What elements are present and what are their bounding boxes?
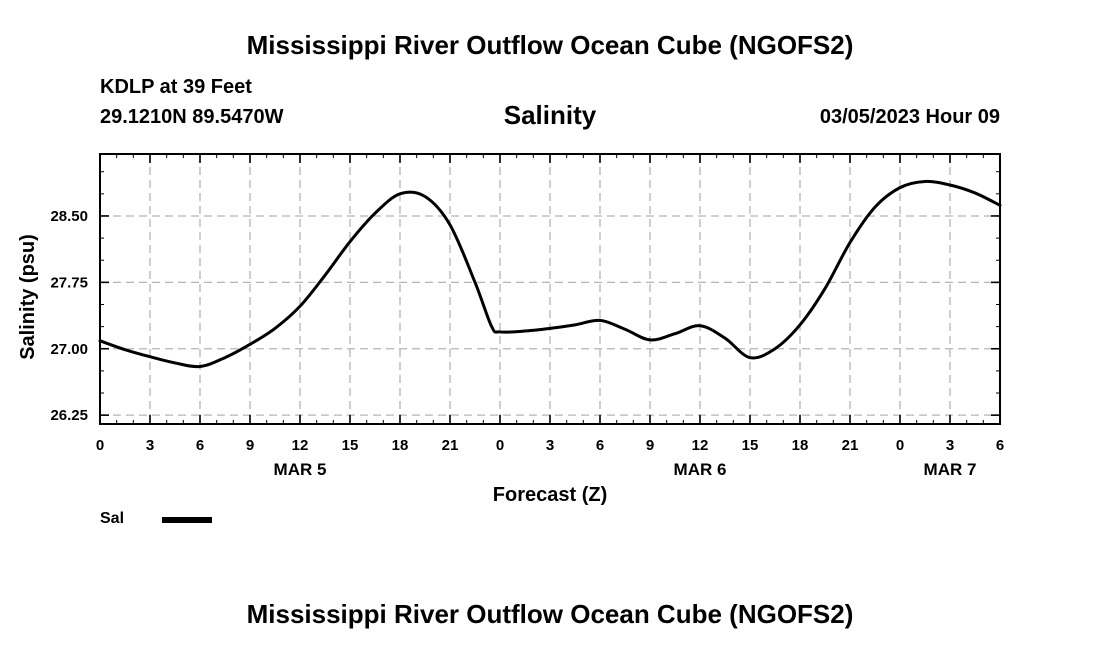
plot-frame [99, 153, 1001, 425]
x-tick-label: 6 [196, 437, 204, 454]
chart-main-title: Mississippi River Outflow Ocean Cube (NG… [246, 30, 854, 60]
x-tick-label: 3 [146, 437, 154, 454]
x-tick-label: 9 [646, 437, 654, 454]
x-tick-label: 21 [842, 437, 859, 454]
x-tick-label: 3 [946, 437, 954, 454]
x-tick-label: 9 [246, 437, 254, 454]
x-tick-label: 0 [96, 437, 104, 454]
series-line-sal [98, 179, 1002, 369]
x-day-label: MAR 5 [274, 460, 327, 479]
tick-labels: 0 3 6 9 12 15 18 21 0 3 6 9 12 15 18 21 0 3 6 MAR 5 MAR 6 MAR… [50, 208, 1004, 479]
x-tick-label: 0 [496, 437, 504, 454]
x-axis-title: Forecast (Z) [493, 484, 607, 506]
y-axis-title: Salinity (psu) [17, 234, 39, 360]
legend-label: Sal [100, 510, 125, 527]
forecast-datetime: 03/05/2023 Hour 09 [819, 106, 1000, 128]
x-tick-label: 3 [546, 437, 554, 454]
x-day-label: MAR 6 [674, 460, 727, 479]
x-tick-label: 12 [292, 437, 309, 454]
y-tick-label: 27.75 [50, 274, 88, 291]
series-layer [98, 179, 1002, 369]
grid-lines [100, 154, 1000, 424]
footer-title: Mississippi River Outflow Ocean Cube (NG… [246, 599, 854, 629]
y-tick-label: 26.25 [50, 407, 88, 424]
y-tick-label: 27.00 [50, 341, 88, 358]
station-label: KDLP at 39 Feet [100, 76, 252, 98]
x-tick-label: 12 [692, 437, 709, 454]
y-tick-label: 28.50 [50, 208, 88, 225]
x-tick-label: 0 [896, 437, 904, 454]
legend-line-swatch [162, 517, 212, 523]
x-tick-label: 18 [792, 437, 809, 454]
x-tick-label: 21 [442, 437, 459, 454]
station-coordinates: 29.1210N 89.5470W [100, 106, 284, 128]
x-tick-label: 6 [996, 437, 1004, 454]
x-tick-label: 18 [392, 437, 409, 454]
x-tick-label: 15 [342, 437, 359, 454]
x-tick-label: 15 [742, 437, 759, 454]
x-tick-label: 6 [596, 437, 604, 454]
chart-variable-title: Salinity [503, 100, 597, 130]
x-day-label: MAR 7 [924, 460, 977, 479]
